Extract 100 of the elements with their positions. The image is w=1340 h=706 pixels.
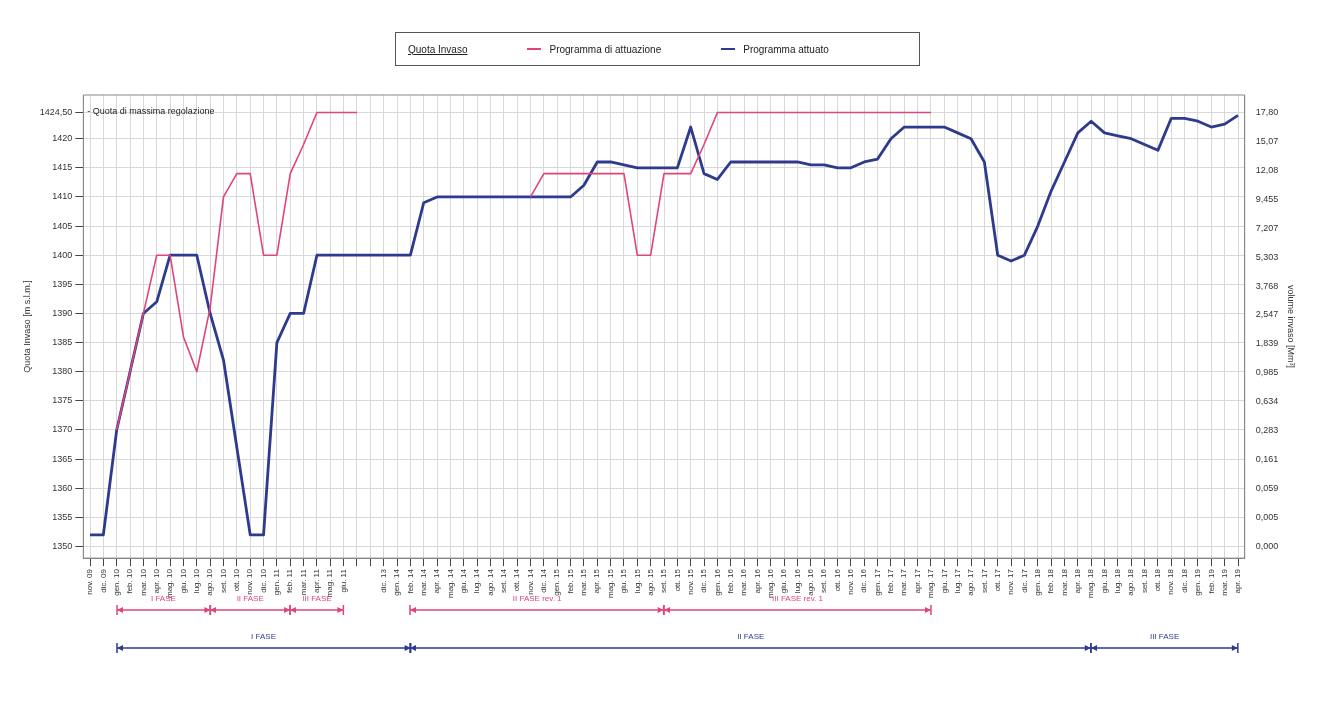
x-tick-label: mag. 14 (445, 568, 455, 598)
x-tick-label: dic. 14 (539, 568, 549, 593)
y-tick-label: 1410 (52, 191, 73, 202)
x-tick-label: ago. 15 (645, 568, 655, 596)
category-label: 12,08 (1255, 164, 1279, 175)
x-tick-label: lug. 16 (792, 568, 802, 594)
y-tick-label: 1375 (52, 395, 73, 406)
category-label: 0,059 (1255, 483, 1279, 494)
x-tick-label: dic. 13 (378, 568, 388, 593)
category-label: 0,985 (1255, 367, 1279, 378)
x-tick-label: feb. 14 (405, 568, 415, 594)
x-tick-label: feb. 19 (1206, 568, 1216, 594)
y-tick-label: 1424,50 (39, 106, 73, 117)
x-tick-label: giu. 18 (1099, 568, 1109, 594)
x-tick-label: lug. 10 (192, 568, 201, 594)
x-tick-label: giu. 11 (338, 568, 348, 593)
annotation: - Quota di massima regolazione (87, 106, 215, 117)
x-tick-label: ago. 16 (806, 568, 816, 596)
y2-axis-title: volume invaso [Mm³] (1286, 285, 1297, 369)
x-tick-label: mag. 16 (766, 568, 775, 598)
text: II FASE (737, 632, 765, 642)
y-tick-label: 1350 (52, 540, 73, 551)
x-tick-label: gen. 19 (1193, 568, 1203, 596)
category-label: 9,455 (1255, 193, 1279, 204)
category-label: 7,207 (1255, 222, 1279, 233)
x-tick-label: mag. 17 (926, 568, 936, 598)
x-tick-label: giu. 15 (619, 568, 629, 594)
x-tick-label: feb. 11 (285, 568, 295, 593)
x-tick-label: mar. 18 (1059, 568, 1069, 596)
x-tick-label: ago. 10 (205, 568, 215, 596)
x-tick-label: gen. 17 (872, 568, 882, 596)
x-tick-label: dic. 10 (258, 568, 268, 593)
x-tick-label: nov. 18 (1166, 568, 1176, 595)
y-tick-label: 1395 (52, 278, 73, 289)
x-tick-label: mag. 15 (605, 568, 615, 598)
x-tick-label: nov. 09 (85, 568, 95, 595)
x-tick-label: feb. 15 (565, 568, 575, 594)
y-tick-label: 1360 (52, 482, 73, 493)
x-tick-label: ott. 10 (232, 568, 242, 592)
x-tick-label: mar. 19 (1219, 568, 1229, 596)
x-tick-label: ott. 15 (672, 568, 682, 592)
y-tick-label: 1370 (52, 424, 73, 435)
x-tick-label: apr. 10 (151, 568, 161, 594)
x-tick-label: feb. 18 (1046, 568, 1056, 594)
category-label: 1,839 (1255, 338, 1279, 349)
y-tick-label: 1415 (52, 162, 73, 173)
x-tick-label: apr. 14 (432, 568, 442, 594)
x-tick-label: dic. 16 (859, 568, 869, 593)
y-tick-label: 1385 (52, 337, 73, 348)
x-tick-label: mar. 10 (138, 568, 148, 596)
x-tick-label: apr. 16 (752, 568, 762, 594)
x-tick-label: ott. 16 (832, 568, 842, 592)
x-tick-label: nov. 17 (1006, 568, 1016, 595)
legend-label: Programma di attuazione (549, 43, 662, 55)
x-tick-label: mar. 15 (579, 568, 589, 596)
category-label: 0,005 (1255, 512, 1279, 522)
x-tick-label: gen. 10 (111, 568, 121, 596)
x-tick-label: giu. 16 (779, 568, 789, 594)
category-label: 5,303 (1255, 251, 1279, 262)
legend-label: Programma attuato (743, 43, 829, 55)
x-tick-label: ago. 18 (1126, 568, 1136, 596)
x-tick-label: nov. 16 (846, 568, 856, 595)
x-tick-label: dic. 15 (699, 568, 709, 593)
legend-title: Quota Invaso (408, 43, 468, 55)
category-label: 0,283 (1255, 425, 1279, 436)
x-tick-label: mar. 17 (899, 568, 909, 596)
x-tick-label: gen. 16 (712, 568, 722, 596)
x-tick-label: ago. 17 (966, 568, 976, 596)
x-tick-label: lug. 18 (1113, 568, 1123, 594)
x-tick-label: mar. 11 (298, 568, 308, 596)
x-tick-label: mag. 18 (1086, 568, 1096, 598)
y-tick-label: 1390 (52, 307, 73, 318)
x-tick-label: ott. 14 (512, 568, 522, 592)
x-tick-label: ott. 17 (992, 568, 1002, 592)
x-tick-label: gen. 15 (552, 568, 562, 596)
x-tick-label: apr. 19 (1233, 568, 1243, 594)
y-axis-title: Quota Invaso [m s.l.m.] (21, 280, 32, 373)
x-tick-label: dic. 17 (1019, 568, 1029, 593)
category-label: 0,000 (1255, 540, 1279, 551)
x-tick-label: set. 18 (1139, 568, 1149, 594)
y-tick-label: 1355 (52, 511, 73, 522)
x-tick-label: set. 17 (979, 568, 989, 594)
x-tick-label: giu. 17 (939, 568, 949, 594)
x-tick-label: lug. 17 (952, 568, 962, 594)
x-tick-label: giu. 10 (178, 568, 188, 594)
category-label: 17,80 (1255, 106, 1279, 117)
x-tick-label: set. 15 (659, 568, 669, 594)
x-tick-label: nov. 14 (525, 568, 535, 595)
x-tick-label: apr. 11 (312, 568, 322, 593)
x-tick-label: giu. 14 (458, 568, 468, 594)
x-tick-label: set. 14 (499, 568, 509, 594)
x-tick-label: lug. 15 (632, 568, 642, 594)
x-tick-label: lug. 14 (472, 568, 482, 594)
x-tick-label: ott. 18 (1153, 568, 1163, 592)
category-label: 0,161 (1255, 454, 1279, 465)
x-tick-label: ago. 14 (485, 568, 495, 596)
x-tick-label: apr. 18 (1073, 568, 1083, 594)
y-tick-label: 1400 (52, 249, 73, 260)
y-tick-label: 1380 (52, 366, 73, 377)
x-tick-label: set. 10 (218, 568, 228, 594)
